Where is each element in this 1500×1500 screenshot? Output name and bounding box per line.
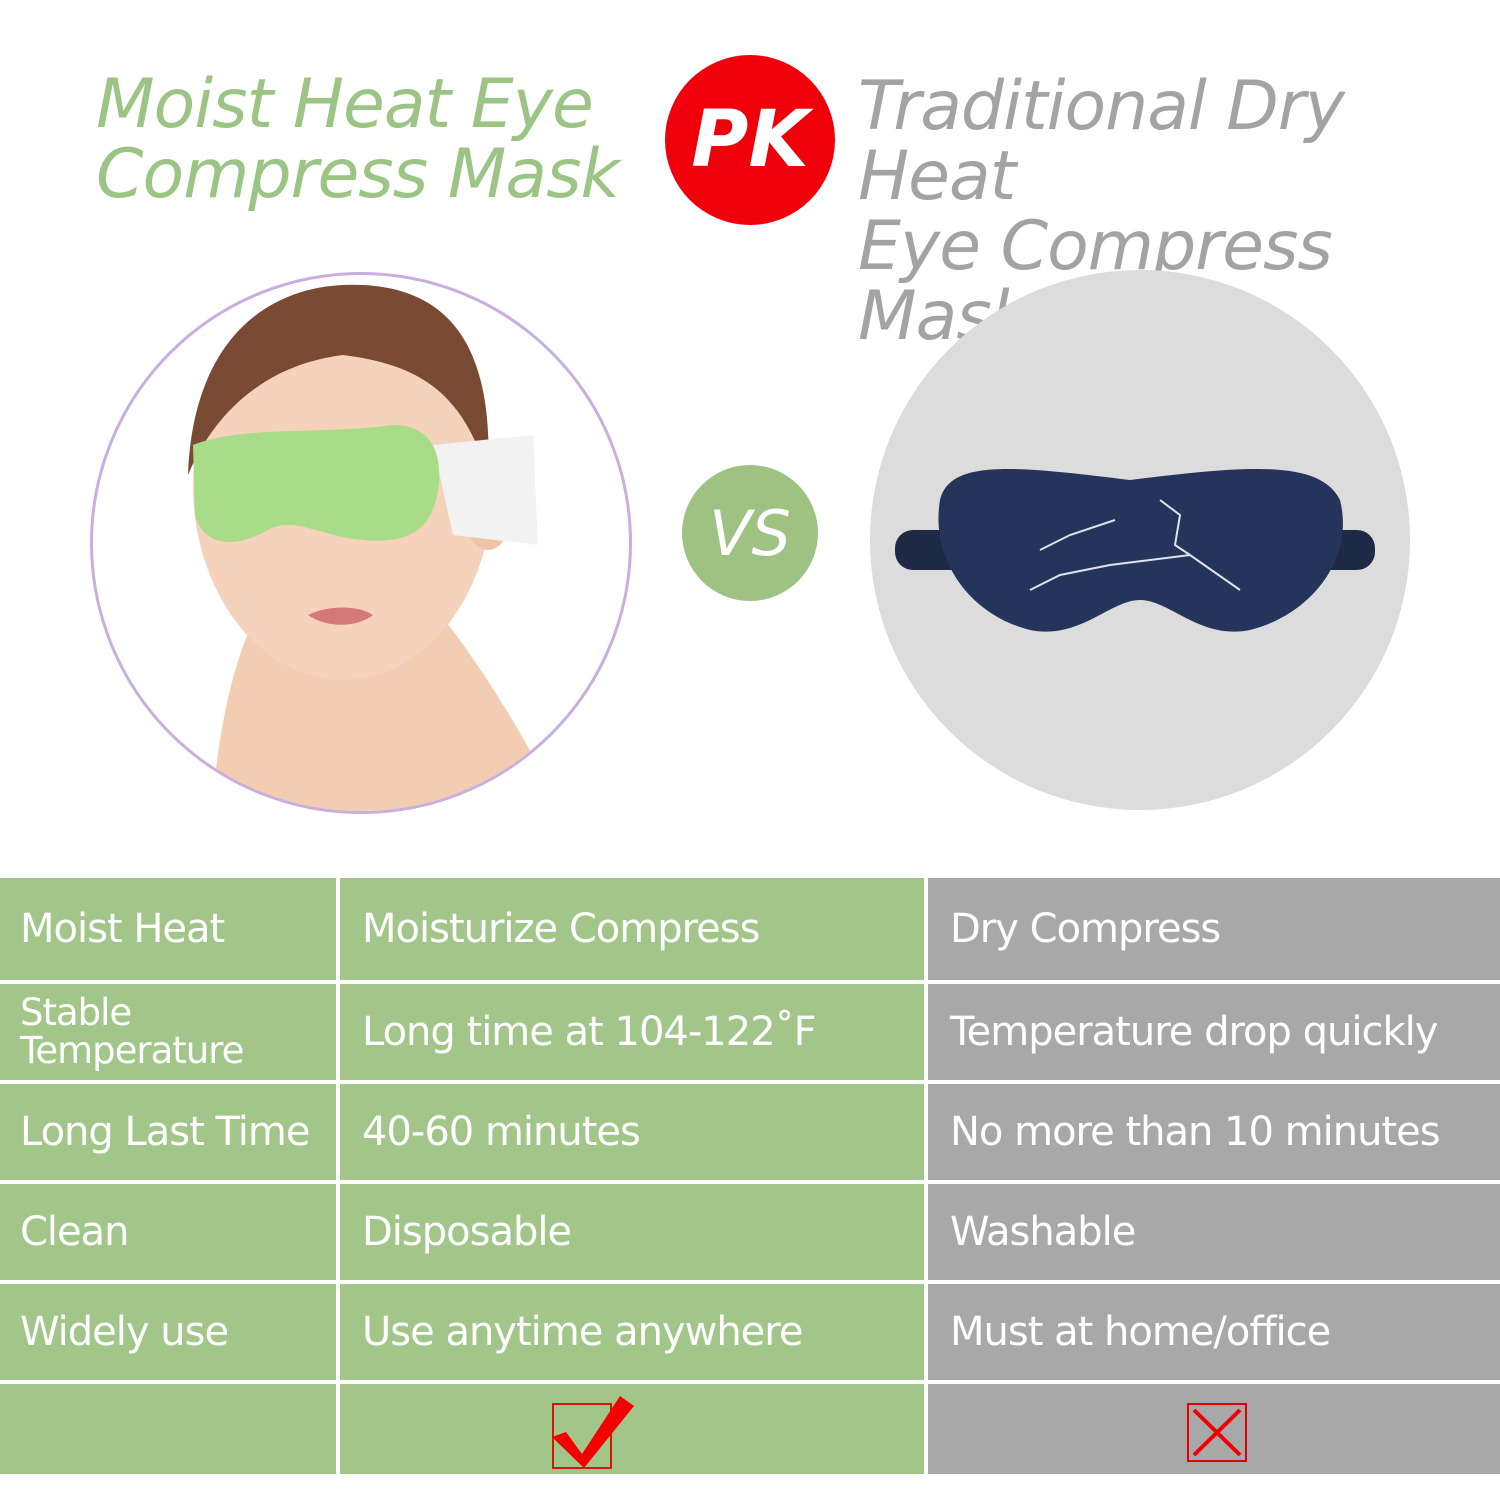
table-cell-moist: Moisturize Compress bbox=[340, 878, 924, 980]
table-cell-feature: Long Last Time bbox=[0, 1084, 336, 1180]
title-line: Compress Mask bbox=[96, 135, 620, 214]
table-cell-dry: Dry Compress bbox=[928, 878, 1500, 980]
table-cell-dry: No more than 10 minutes bbox=[928, 1084, 1500, 1180]
table-cell-moist: 40-60 minutes bbox=[340, 1084, 924, 1180]
result-cell bbox=[340, 1384, 924, 1474]
title-line: Eye Compress Mask bbox=[858, 207, 1333, 356]
table-cell-feature: Stable Temperature bbox=[0, 984, 336, 1080]
dry-mask-title: Traditional Dry Heat Eye Compress Mask bbox=[858, 72, 1500, 352]
x-icon bbox=[1187, 1403, 1247, 1462]
table-cell-feature: Widely use bbox=[0, 1284, 336, 1380]
result-cell bbox=[0, 1384, 336, 1474]
table-cell-feature: Moist Heat bbox=[0, 878, 336, 980]
moist-mask-title: Moist Heat Eye Compress Mask bbox=[96, 65, 620, 214]
table-cell-moist: Disposable bbox=[340, 1184, 924, 1280]
vs-badge: VS bbox=[682, 465, 818, 601]
table-cell-dry: Temperature drop quickly bbox=[928, 984, 1500, 1080]
table-cell-dry: Washable bbox=[928, 1184, 1500, 1280]
title-line: Traditional Dry Heat bbox=[858, 67, 1345, 216]
check-icon bbox=[552, 1396, 634, 1469]
dry-mask-photo bbox=[870, 270, 1410, 810]
table-cell-dry: Must at home/office bbox=[928, 1284, 1500, 1380]
table-cell-feature: Clean bbox=[0, 1184, 336, 1280]
title-line: Moist Heat Eye bbox=[96, 65, 594, 144]
moist-mask-photo bbox=[90, 272, 632, 814]
table-cell-moist: Use anytime anywhere bbox=[340, 1284, 924, 1380]
pk-badge: PK bbox=[665, 55, 835, 225]
table-cell-moist: Long time at 104-122˚F bbox=[340, 984, 924, 1080]
result-cell bbox=[928, 1384, 1500, 1474]
